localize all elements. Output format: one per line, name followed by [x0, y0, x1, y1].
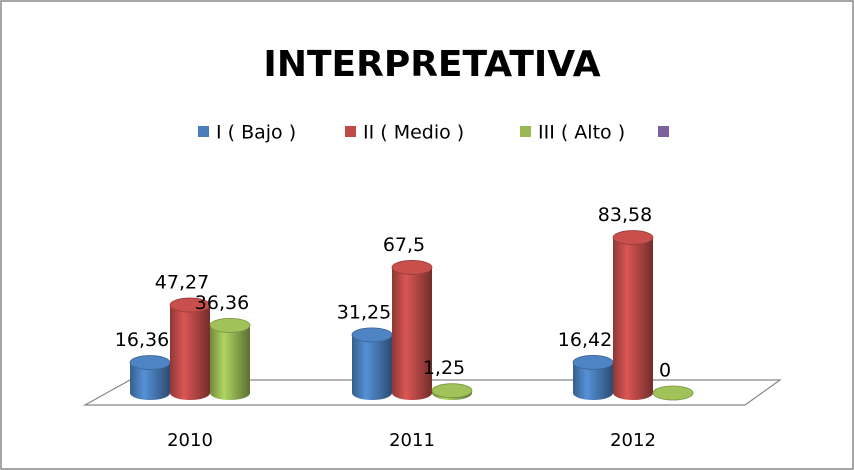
bar [351, 327, 393, 400]
bar [612, 230, 654, 400]
bar-top [351, 327, 393, 343]
legend-label: III ( Alto ) [538, 122, 625, 144]
bar-top [391, 260, 433, 275]
bar-top [612, 230, 654, 245]
value-label: 83,58 [598, 204, 652, 226]
legend-swatch [198, 126, 209, 137]
x-tick-label: 2010 [167, 430, 213, 451]
legend-swatch [658, 126, 669, 137]
legend-swatch [345, 126, 356, 137]
bar-body [170, 305, 210, 400]
value-label: 36,36 [195, 292, 249, 314]
value-label: 0 [659, 360, 671, 382]
value-label: 1,25 [423, 357, 465, 379]
bar-body [392, 267, 432, 400]
bar-top [209, 317, 251, 333]
value-label: 47,27 [155, 272, 209, 294]
legend-label: II ( Medio ) [363, 122, 464, 144]
legend-swatch [520, 126, 531, 137]
x-tick-label: 2011 [389, 430, 435, 451]
bar-top [169, 297, 211, 313]
bar-body [573, 362, 613, 400]
chart-title: INTERPRETATIVA [263, 44, 600, 85]
bar-top [129, 355, 171, 370]
bar [572, 355, 614, 400]
bar [391, 260, 433, 400]
bar [129, 355, 171, 400]
x-tick-label: 2012 [610, 430, 656, 451]
bar [209, 317, 251, 400]
legend-label: I ( Bajo ) [216, 122, 296, 144]
bar-top [652, 385, 694, 401]
bar [169, 297, 211, 400]
bar [652, 385, 694, 401]
bar [431, 383, 473, 400]
value-label: 16,42 [558, 329, 612, 351]
bar-top [431, 383, 473, 399]
bar-body [352, 334, 392, 400]
bar-body [210, 325, 250, 400]
value-label: 67,5 [383, 234, 425, 256]
bar-top [572, 355, 614, 370]
value-label: 31,25 [337, 301, 391, 323]
bar-body [130, 362, 170, 400]
value-label: 16,36 [115, 329, 169, 351]
bar-body [613, 237, 653, 400]
